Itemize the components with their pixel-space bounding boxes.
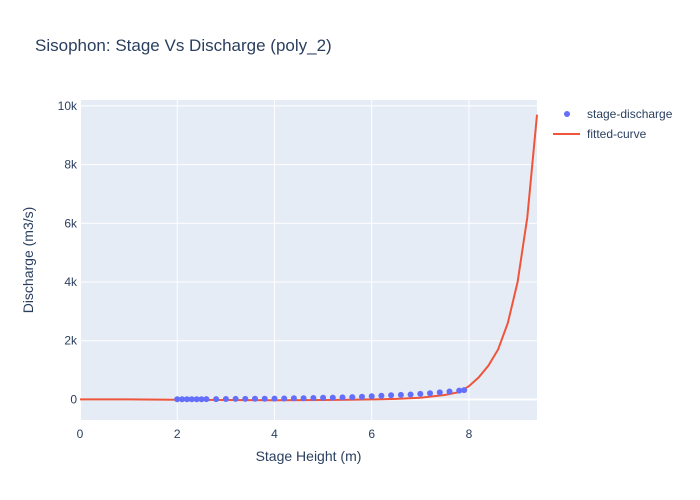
stage-discharge-point [252, 395, 258, 402]
y-tick-label: 4k [64, 275, 78, 289]
x-tick-label: 6 [368, 427, 375, 441]
stage-discharge-point [232, 395, 239, 402]
stage-discharge-point [203, 396, 210, 403]
stage-discharge-point [222, 396, 229, 402]
stage-discharge-point [417, 390, 424, 397]
legend[interactable]: stage-discharge fitted-curve [553, 107, 673, 141]
plot-background [80, 100, 537, 420]
chart-title: Sisophon: Stage Vs Discharge (poly_2) [35, 36, 332, 55]
stage-discharge-point [198, 396, 205, 403]
stage-discharge-point [461, 387, 468, 394]
stage-discharge-point [359, 393, 365, 400]
y-tick-label: 2k [64, 334, 78, 348]
stage-discharge-point [300, 395, 307, 402]
stage-discharge-point [349, 394, 356, 401]
y-tick-label: 8k [64, 158, 78, 172]
stage-discharge-point [242, 395, 249, 402]
stage-discharge-point [174, 396, 181, 403]
stage-discharge-point [310, 395, 317, 401]
y-tick-label: 6k [64, 216, 78, 230]
stage-discharge-point [320, 394, 327, 401]
stage-discharge-point [436, 389, 443, 396]
stage-discharge-point [213, 396, 220, 403]
x-tick-label: 0 [77, 427, 84, 441]
stage-discharge-point [456, 387, 463, 394]
legend-item-fitted-curve[interactable]: fitted-curve [553, 127, 647, 141]
stage-discharge-point [446, 388, 453, 395]
stage-discharge-point [388, 392, 395, 399]
stage-discharge-point [281, 395, 288, 402]
stage-discharge-point [193, 396, 200, 403]
legend-label-fitted-curve: fitted-curve [587, 127, 647, 141]
y-axis-title: Discharge (m3/s) [20, 207, 36, 314]
x-tick-label: 8 [466, 427, 473, 441]
y-tick-label: 10k [58, 99, 78, 113]
legend-item-stage-discharge[interactable]: stage-discharge [564, 107, 673, 121]
x-axis-title: Stage Height (m) [256, 448, 362, 464]
stage-discharge-point [397, 391, 404, 398]
stage-discharge-point [271, 395, 278, 402]
stage-discharge-point [378, 392, 385, 399]
stage-discharge-point [179, 396, 186, 403]
stage-discharge-point [188, 396, 195, 403]
y-tick-label: 0 [70, 392, 77, 406]
x-tick-label: 2 [174, 427, 181, 441]
stage-discharge-point [290, 395, 297, 402]
stage-discharge-series [174, 387, 468, 403]
x-tick-label: 4 [271, 427, 278, 441]
stage-discharge-point [368, 393, 375, 400]
stage-discharge-point [184, 396, 190, 403]
stage-discharge-point [339, 394, 346, 401]
legend-marker-icon [564, 111, 570, 117]
stage-discharge-point [427, 390, 433, 397]
legend-label-stage-discharge: stage-discharge [587, 107, 673, 121]
stage-discharge-point [329, 394, 336, 401]
x-axis-ticks: 0 2 4 6 8 [77, 427, 473, 441]
stage-discharge-point [261, 395, 268, 402]
stage-discharge-point [407, 391, 414, 398]
y-axis-ticks: 0 2k 4k 6k 8k 10k [58, 99, 78, 407]
